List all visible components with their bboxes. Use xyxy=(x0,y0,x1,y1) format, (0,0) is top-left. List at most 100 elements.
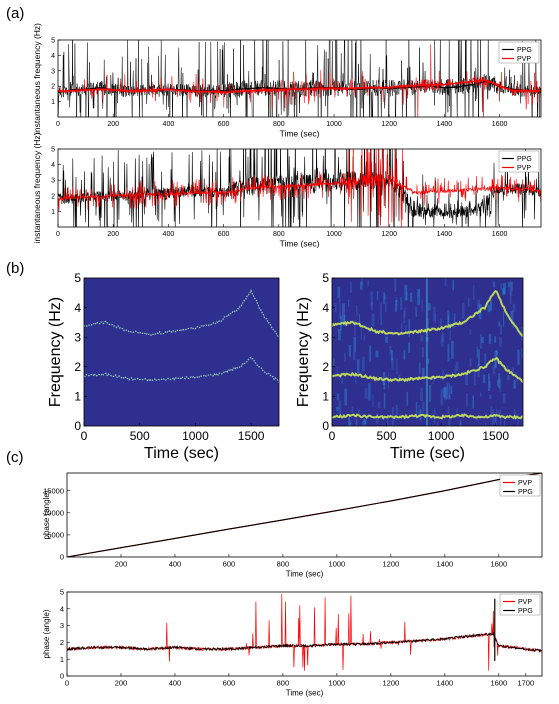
spectrogram-noise xyxy=(355,372,357,384)
spectrogram-noise xyxy=(521,416,523,425)
spectrogram-noise xyxy=(376,291,379,300)
spectrogram-noise xyxy=(349,282,353,293)
spectrogram-noise xyxy=(492,281,495,287)
series-line-ppg xyxy=(67,473,542,557)
spectrogram-noise xyxy=(502,393,506,404)
spectrogram-ridge-1 xyxy=(84,289,279,339)
x-tick-label: 0 xyxy=(56,231,60,238)
spectrogram-noise xyxy=(502,311,505,327)
spectrogram-noise xyxy=(444,387,447,398)
spectrogram-noise xyxy=(466,393,468,408)
y-tick-label: 0 xyxy=(60,672,64,681)
spectrogram-noise xyxy=(361,278,363,286)
spectrogram-noise xyxy=(358,314,361,327)
spectrogram-noise xyxy=(482,374,486,384)
spectrogram-noise xyxy=(434,312,437,324)
spectrogram-noise xyxy=(442,370,445,381)
y-tick-label: 5000 xyxy=(47,531,64,540)
panel-label-c: (c) xyxy=(6,449,24,466)
plot-frame xyxy=(57,148,542,228)
series-line-pvp xyxy=(58,44,541,117)
chart-a1: 0 200 400 600 800 1000 1200 1400 1600 1 2 3 4 5 Time (… xyxy=(32,23,542,139)
x-tick-label: 1400 xyxy=(436,679,453,688)
spectrogram-noise xyxy=(490,405,493,418)
y-tick-label: 5 xyxy=(51,146,55,153)
spectrogram-noise xyxy=(511,310,514,325)
spectrogram-noise xyxy=(441,331,444,343)
y-axis-label: phase (angle) xyxy=(42,609,51,658)
spectrogram-noise xyxy=(385,336,388,344)
spectrogram-noise xyxy=(472,285,475,300)
spectrogram-noise xyxy=(446,383,449,396)
spectrogram-noise xyxy=(380,318,382,325)
y-axis-label: phase (angle) xyxy=(42,490,51,539)
spectrogram-noise xyxy=(417,288,421,305)
spectrogram-noise xyxy=(422,347,424,358)
x-tick-label: 1000 xyxy=(428,429,455,443)
y-tick-label: 3 xyxy=(74,330,81,344)
spectrogram-noise xyxy=(369,345,372,362)
spectrogram-noise xyxy=(468,298,470,307)
spectrogram-noise xyxy=(348,417,351,426)
spectrogram-noise xyxy=(477,299,481,313)
x-tick-label: 600 xyxy=(218,231,230,238)
spectrogram-noise xyxy=(454,365,457,377)
legend-box xyxy=(499,474,541,497)
x-axis-label: Time (sec) xyxy=(390,445,465,462)
spectrogram-noise xyxy=(349,421,352,426)
legend-box xyxy=(498,41,540,64)
spectrogram-ridge-0 xyxy=(84,356,279,383)
series-trend-pvp xyxy=(58,79,541,94)
y-tick-label: 3 xyxy=(51,68,55,75)
chart-c2: 0 200 400 600 800 1000 1200 1400 1600 1700 0 1 2 3 4 5 T… xyxy=(42,588,543,698)
spectrogram-noise xyxy=(440,318,443,330)
y-axis-label: instantaneous frequency (Hz) xyxy=(32,132,42,243)
spectrogram-noise xyxy=(404,284,408,301)
spectrogram-noise xyxy=(497,379,499,387)
spectrogram-noise xyxy=(517,349,520,365)
y-tick-label: 1 xyxy=(51,209,55,216)
spectrogram-noise xyxy=(509,291,512,296)
spectrogram-noise xyxy=(406,391,409,406)
y-tick-label: 1 xyxy=(74,390,81,404)
spectrogram-noise xyxy=(364,419,367,425)
x-tick-label: 1000 xyxy=(326,231,342,238)
spectrogram-noise xyxy=(459,420,462,426)
spectrogram-noise xyxy=(357,359,360,374)
legend-box xyxy=(498,150,540,173)
y-tick-label: 15000 xyxy=(43,486,64,495)
spectrogram-noise xyxy=(481,336,484,344)
plot-area xyxy=(67,593,542,671)
chart-c1: 200 400 600 800 1000 1200 1400 1600 0 5000 10000 15… xyxy=(42,472,543,579)
spectrogram-noise xyxy=(448,419,451,426)
spectrogram-noise xyxy=(499,324,502,335)
spectrogram-noise xyxy=(484,352,486,366)
y-tick-label: 1 xyxy=(322,390,329,404)
spectrogram-noise xyxy=(383,294,387,300)
spectrogram-noise xyxy=(508,282,511,288)
spectrogram-noise xyxy=(488,394,492,400)
y-tick-label: 2 xyxy=(322,360,329,374)
spectrogram-noise xyxy=(360,327,363,340)
y-tick-label: 5 xyxy=(322,271,329,285)
spectrogram-noise xyxy=(417,292,419,298)
spectrogram-noise xyxy=(495,350,499,356)
spectrogram-noise xyxy=(343,315,346,323)
spectrogram-noise xyxy=(408,319,411,338)
spectrogram-noise xyxy=(362,420,365,426)
spectrogram-noise xyxy=(383,382,386,390)
spectrogram-noise xyxy=(406,291,408,301)
spectrogram-noise xyxy=(428,303,431,311)
legend-box xyxy=(499,593,541,616)
y-axis-label: Frequency (Hz) xyxy=(295,297,312,407)
spectrogram-noise xyxy=(354,319,356,337)
plot-area xyxy=(58,40,541,117)
y-tick-label: 2 xyxy=(51,84,55,91)
x-axis-label: Time (sec) xyxy=(144,445,219,462)
x-tick-label: 1000 xyxy=(329,679,346,688)
spectrogram-noise xyxy=(420,387,423,402)
spectrogram-noise xyxy=(415,307,417,317)
y-tick-label: 1 xyxy=(51,99,55,106)
spectrogram-noise xyxy=(495,409,498,416)
x-tick-label: 400 xyxy=(163,231,175,238)
